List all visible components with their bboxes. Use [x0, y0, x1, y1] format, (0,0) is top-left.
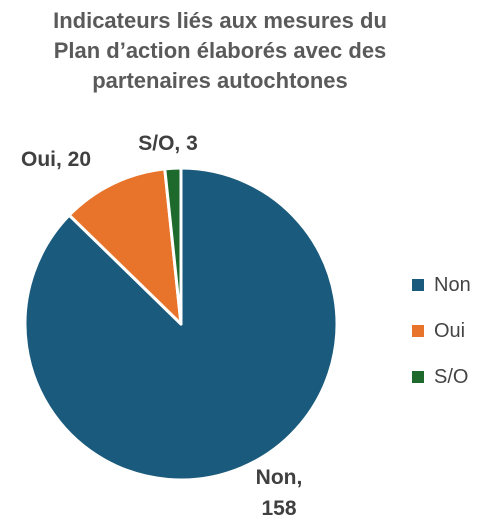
- legend-label-oui: Oui: [434, 319, 466, 342]
- legend: Non Oui S/O: [412, 262, 471, 400]
- pie-slice-so: [163, 166, 183, 326]
- data-label-oui: Oui, 20: [21, 148, 91, 171]
- data-label-non: Non, 158: [256, 466, 303, 520]
- legend-label-so: S/O: [434, 365, 469, 388]
- chart-title-line-1: Indicateurs liés aux mesures du: [53, 8, 387, 33]
- chart-title-line-2: Plan d’action élaborés avec des: [53, 38, 387, 63]
- data-label-so: S/O, 3: [138, 132, 198, 155]
- chart-title-line-3: partenaires autochtones: [92, 68, 348, 93]
- pie-slice-oui: [67, 167, 183, 326]
- legend-item-oui: Oui: [412, 308, 471, 354]
- legend-item-so: S/O: [412, 354, 471, 400]
- legend-item-non: Non: [412, 262, 471, 308]
- legend-swatch-so: [412, 371, 424, 383]
- chart-title: Indicateurs liés aux mesures du Plan d’a…: [0, 6, 440, 96]
- legend-label-non: Non: [434, 273, 471, 296]
- legend-swatch-oui: [412, 325, 424, 337]
- legend-swatch-non: [412, 279, 424, 291]
